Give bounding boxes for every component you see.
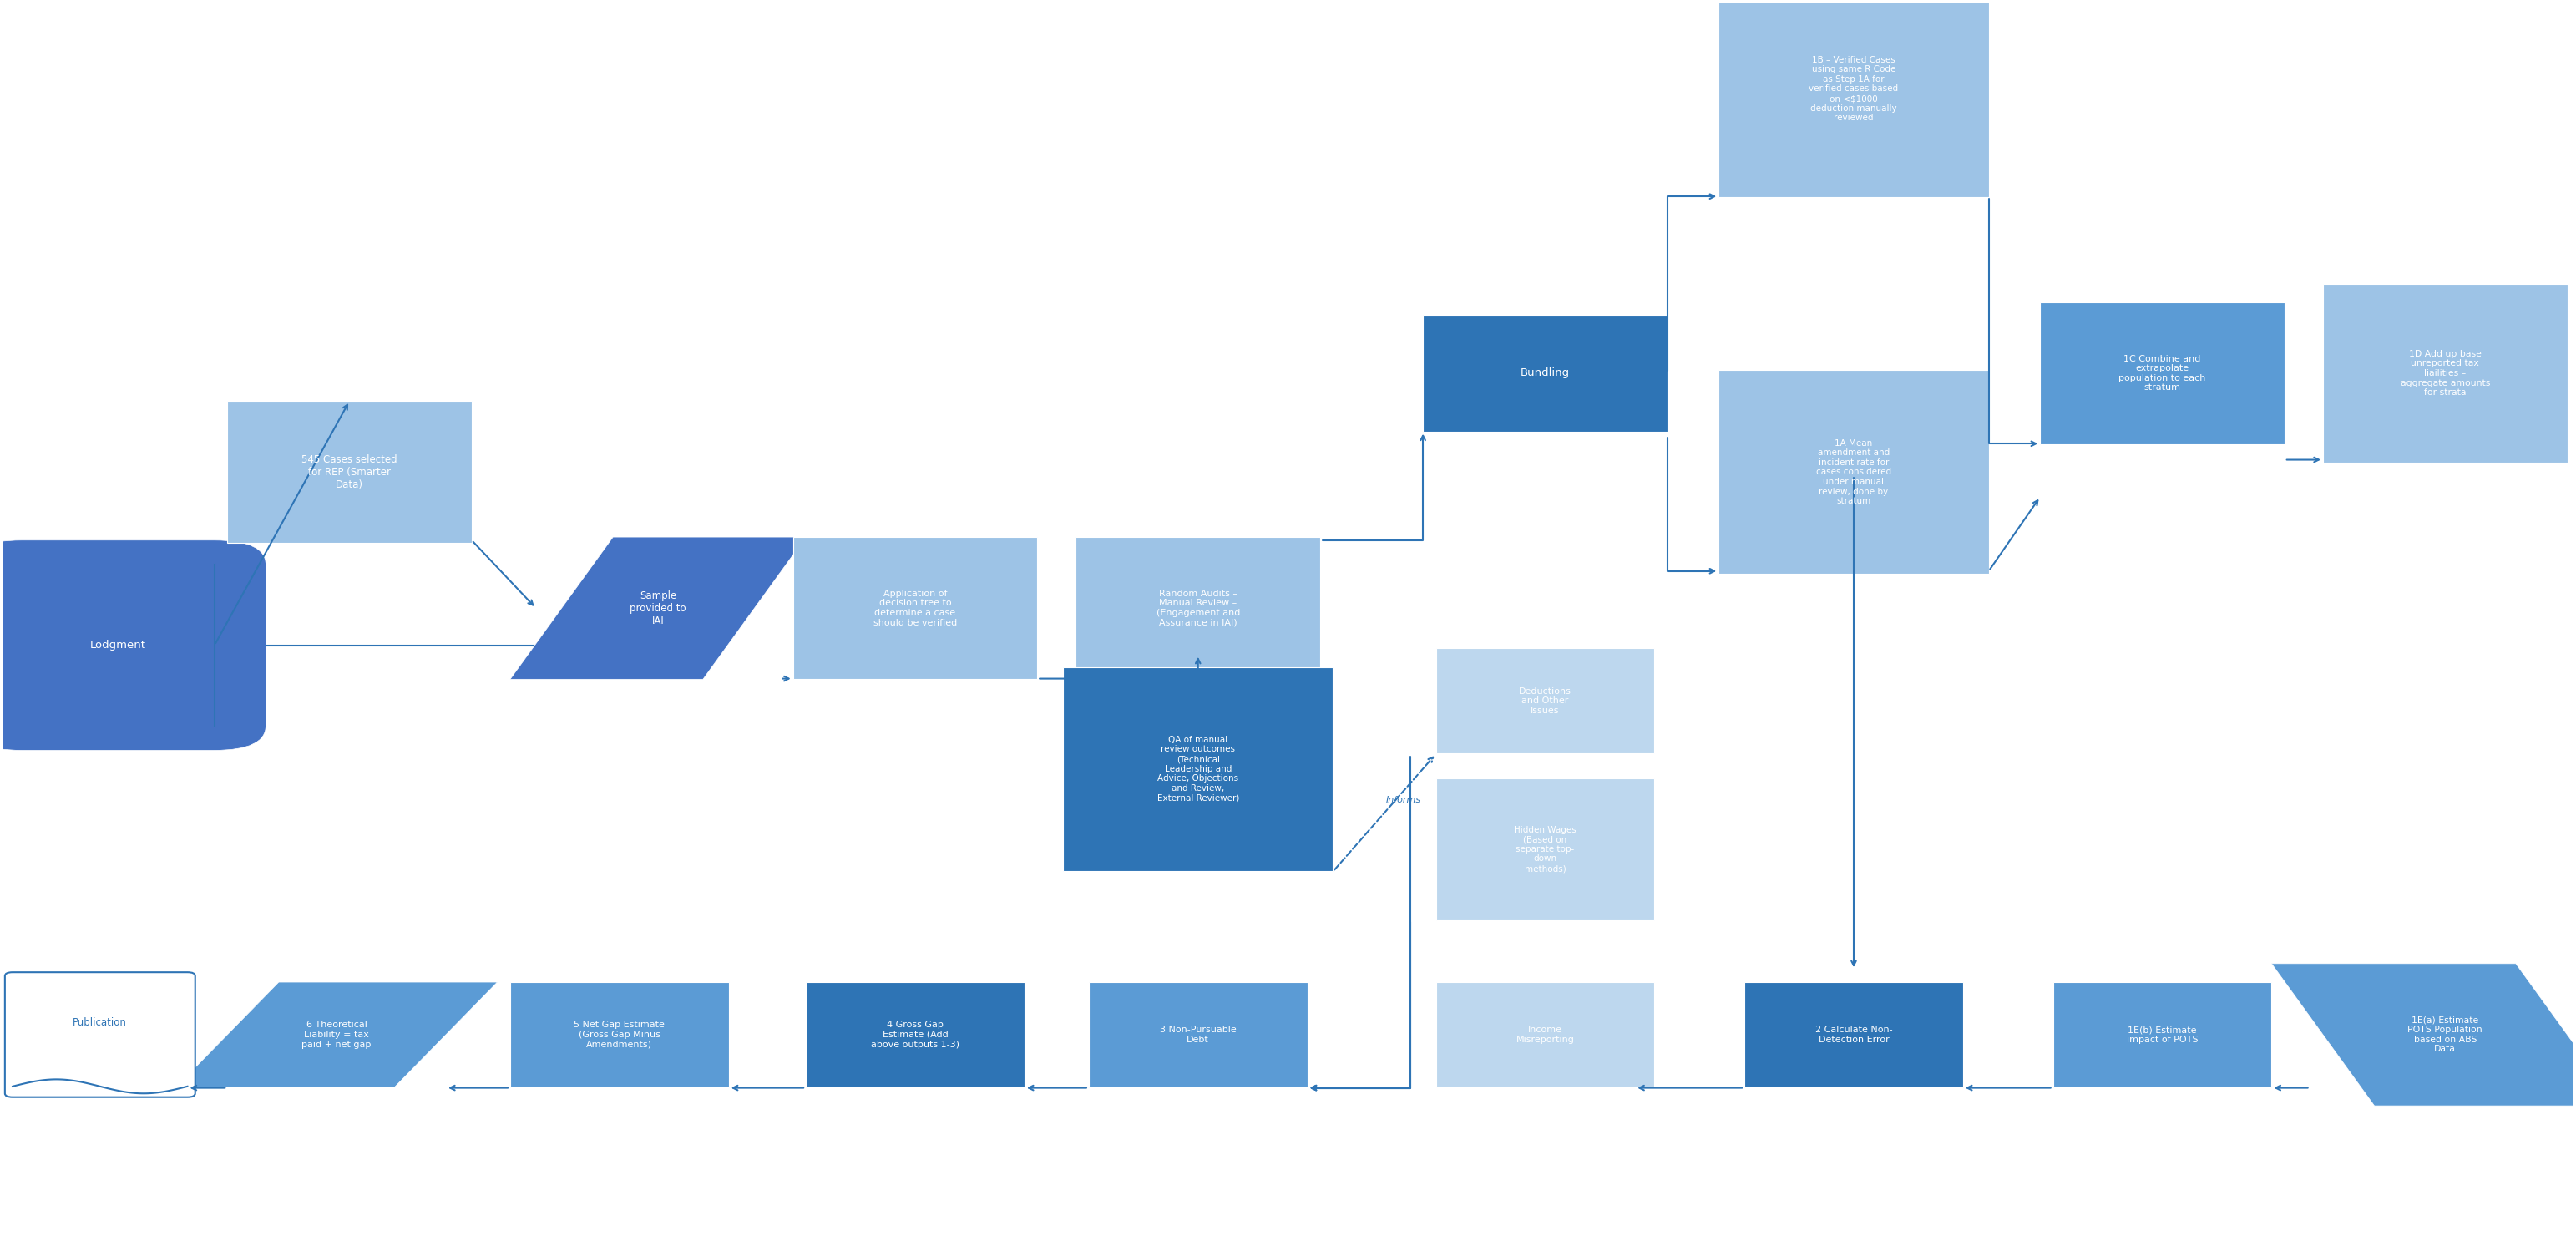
FancyBboxPatch shape xyxy=(0,540,265,751)
Text: Deductions
and Other
Issues: Deductions and Other Issues xyxy=(1520,688,1571,715)
FancyBboxPatch shape xyxy=(1422,314,1667,432)
FancyBboxPatch shape xyxy=(2053,982,2272,1087)
FancyBboxPatch shape xyxy=(2324,284,2568,463)
FancyBboxPatch shape xyxy=(1718,370,1989,575)
Text: Lodgment: Lodgment xyxy=(90,640,147,650)
FancyBboxPatch shape xyxy=(510,982,729,1087)
Text: 1B – Verified Cases
using same R Code
as Step 1A for
verified cases based
on <$1: 1B – Verified Cases using same R Code as… xyxy=(1808,56,1899,122)
FancyBboxPatch shape xyxy=(1744,982,1963,1087)
Text: Random Audits –
Manual Review –
(Engagement and
Assurance in IAI): Random Audits – Manual Review – (Engagem… xyxy=(1157,589,1239,627)
FancyBboxPatch shape xyxy=(1077,537,1319,679)
Text: Publication: Publication xyxy=(72,1016,126,1028)
Text: Hidden Wages
(Based on
separate top-
down
methods): Hidden Wages (Based on separate top- dow… xyxy=(1515,825,1577,872)
Text: 1E(b) Estimate
impact of POTS: 1E(b) Estimate impact of POTS xyxy=(2128,1025,2197,1044)
Text: 4 Gross Gap
Estimate (Add
above outputs 1-3): 4 Gross Gap Estimate (Add above outputs … xyxy=(871,1021,958,1049)
Text: QA of manual
review outcomes
(Technical
Leadership and
Advice, Objections
and Re: QA of manual review outcomes (Technical … xyxy=(1157,736,1239,802)
FancyBboxPatch shape xyxy=(1435,778,1654,921)
FancyBboxPatch shape xyxy=(227,401,471,544)
Text: 1C Combine and
extrapolate
population to each
stratum: 1C Combine and extrapolate population to… xyxy=(2117,355,2205,392)
Text: 1D Add up base
unreported tax
liailities –
aggregate amounts
for strata: 1D Add up base unreported tax liailities… xyxy=(2401,350,2491,397)
Text: 545 Cases selected
for REP (Smarter
Data): 545 Cases selected for REP (Smarter Data… xyxy=(301,454,397,490)
Polygon shape xyxy=(510,537,806,679)
FancyBboxPatch shape xyxy=(1064,666,1332,871)
FancyBboxPatch shape xyxy=(2040,302,2285,444)
Text: 6 Theoretical
Liability = tax
paid + net gap: 6 Theoretical Liability = tax paid + net… xyxy=(301,1021,371,1049)
FancyBboxPatch shape xyxy=(1718,0,1989,197)
Text: Application of
decision tree to
determine a case
should be verified: Application of decision tree to determin… xyxy=(873,589,958,627)
Text: Income
Misreporting: Income Misreporting xyxy=(1515,1025,1574,1044)
FancyBboxPatch shape xyxy=(1090,982,1306,1087)
Text: 1A Mean
amendment and
incident rate for
cases considered
under manual
review, do: 1A Mean amendment and incident rate for … xyxy=(1816,439,1891,505)
Text: 5 Net Gap Estimate
(Gross Gap Minus
Amendments): 5 Net Gap Estimate (Gross Gap Minus Amen… xyxy=(574,1021,665,1049)
FancyBboxPatch shape xyxy=(5,972,196,1097)
FancyBboxPatch shape xyxy=(806,982,1025,1087)
Text: Bundling: Bundling xyxy=(1520,367,1569,379)
Text: Informs: Informs xyxy=(1386,795,1422,804)
FancyBboxPatch shape xyxy=(793,537,1038,679)
FancyBboxPatch shape xyxy=(1435,982,1654,1087)
Text: 2 Calculate Non-
Detection Error: 2 Calculate Non- Detection Error xyxy=(1816,1025,1893,1044)
Polygon shape xyxy=(175,982,497,1087)
Polygon shape xyxy=(2272,963,2576,1106)
Text: 1E(a) Estimate
POTS Population
based on ABS
Data: 1E(a) Estimate POTS Population based on … xyxy=(2409,1016,2483,1054)
FancyBboxPatch shape xyxy=(1435,648,1654,753)
Text: Sample
provided to
IAI: Sample provided to IAI xyxy=(629,591,685,627)
Text: 3 Non-Pursuable
Debt: 3 Non-Pursuable Debt xyxy=(1159,1025,1236,1044)
